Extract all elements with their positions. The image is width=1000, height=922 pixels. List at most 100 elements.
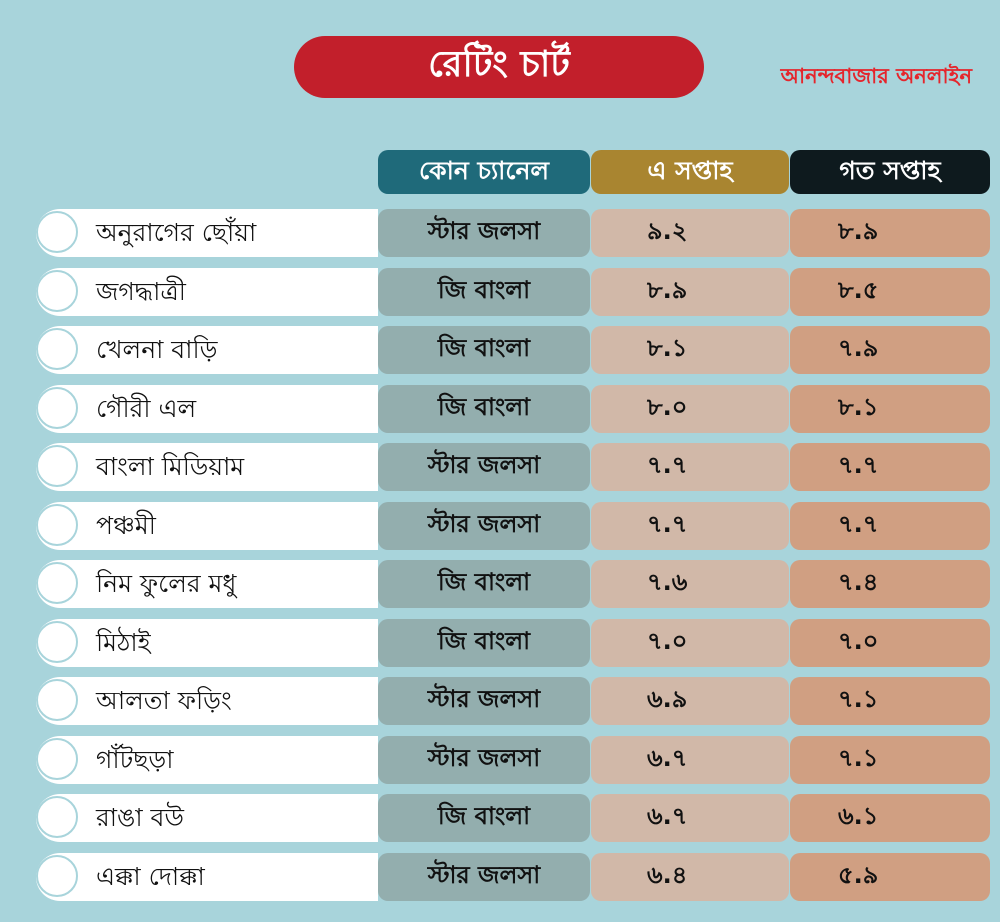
last-week-value: ৭.৪ xyxy=(838,568,879,596)
show-name: আলতা ফড়িং xyxy=(96,686,232,715)
channel-cell: জি বাংলা xyxy=(378,326,590,374)
table-row: রাঙা বউ জি বাংলা ৬.৭ ৬.১ xyxy=(0,794,1000,842)
brand-logo-text: আনন্দবাজার অনলাইন xyxy=(780,63,972,88)
this-week-cell: ৮.০ xyxy=(591,385,789,433)
table-row: এক্কা দোক্কা স্টার জলসা ৬.৪ ৫.৯ xyxy=(0,853,1000,901)
last-week-value: ৫.৯ xyxy=(838,861,879,889)
table-row: নিম ফুলের মধু জি বাংলা ৭.৬ ৭.৪ xyxy=(0,560,1000,608)
table-row: আলতা ফড়িং স্টার জলসা ৬.৯ ৭.১ xyxy=(0,677,1000,725)
rank-circle xyxy=(36,270,78,312)
show-name: নিম ফুলের মধু xyxy=(96,569,237,598)
last-week-cell: ৮.৫ xyxy=(790,268,990,316)
this-week-cell: ৭.৭ xyxy=(591,443,789,491)
channel-cell: জি বাংলা xyxy=(378,385,590,433)
last-week-cell: ৭.০ xyxy=(790,619,990,667)
rank-circle xyxy=(36,445,78,487)
last-week-value: ৭.১ xyxy=(838,744,879,772)
show-name: জগদ্ধাত্রী xyxy=(96,277,186,306)
rank-circle xyxy=(36,855,78,897)
last-week-cell: ৮.৯ xyxy=(790,209,990,257)
show-name-cell: অনুরাগের ছোঁয়া xyxy=(36,209,378,257)
column-header-last-week: গত সপ্তাহ xyxy=(790,150,990,194)
show-name-cell: বাংলা মিডিয়াম xyxy=(36,443,378,491)
this-week-cell: ৬.৭ xyxy=(591,736,789,784)
this-week-value: ৬.৭ xyxy=(647,744,688,772)
this-week-value: ৭.৬ xyxy=(647,568,688,596)
this-week-value: ৬.৭ xyxy=(647,802,688,830)
last-week-cell: ৫.৯ xyxy=(790,853,990,901)
this-week-cell: ৯.২ xyxy=(591,209,789,257)
rank-circle xyxy=(36,621,78,663)
rank-circle xyxy=(36,679,78,721)
this-week-value: ৭.৭ xyxy=(647,451,688,479)
show-name-cell: রাঙা বউ xyxy=(36,794,378,842)
show-name-cell: আলতা ফড়িং xyxy=(36,677,378,725)
show-name: বাংলা মিডিয়াম xyxy=(96,452,245,481)
rank-circle xyxy=(36,504,78,546)
last-week-value: ৮.৯ xyxy=(838,217,879,245)
rank-circle xyxy=(36,328,78,370)
channel-cell: স্টার জলসা xyxy=(378,853,590,901)
this-week-value: ৬.৪ xyxy=(647,861,688,889)
channel-cell: জি বাংলা xyxy=(378,794,590,842)
show-name-cell: এক্কা দোক্কা xyxy=(36,853,378,901)
show-name-cell: খেলনা বাড়ি xyxy=(36,326,378,374)
show-name-cell: জগদ্ধাত্রী xyxy=(36,268,378,316)
table-row: মিঠাই জি বাংলা ৭.০ ৭.০ xyxy=(0,619,1000,667)
this-week-cell: ৬.৭ xyxy=(591,794,789,842)
table-row: অনুরাগের ছোঁয়া স্টার জলসা ৯.২ ৮.৯ xyxy=(0,209,1000,257)
this-week-value: ৮.৯ xyxy=(647,276,688,304)
show-name-cell: গাঁটছড়া xyxy=(36,736,378,784)
column-header-this-week: এ সপ্তাহ xyxy=(591,150,789,194)
channel-cell: জি বাংলা xyxy=(378,560,590,608)
table-row: গৌরী এল জি বাংলা ৮.০ ৮.১ xyxy=(0,385,1000,433)
table-row: পঞ্চমী স্টার জলসা ৭.৭ ৭.৭ xyxy=(0,502,1000,550)
show-name-cell: পঞ্চমী xyxy=(36,502,378,550)
last-week-value: ৭.৭ xyxy=(838,451,879,479)
last-week-cell: ৮.১ xyxy=(790,385,990,433)
table-row: জগদ্ধাত্রী জি বাংলা ৮.৯ ৮.৫ xyxy=(0,268,1000,316)
this-week-cell: ৭.৬ xyxy=(591,560,789,608)
rank-circle xyxy=(36,796,78,838)
table-row: বাংলা মিডিয়াম স্টার জলসা ৭.৭ ৭.৭ xyxy=(0,443,1000,491)
this-week-cell: ৭.৭ xyxy=(591,502,789,550)
show-name: রাঙা বউ xyxy=(96,803,184,832)
channel-cell: জি বাংলা xyxy=(378,619,590,667)
last-week-value: ৭.১ xyxy=(838,685,879,713)
show-name: মিঠাই xyxy=(96,628,151,657)
last-week-value: ৭.৯ xyxy=(838,334,879,362)
last-week-value: ৮.১ xyxy=(838,393,879,421)
show-name: গাঁটছড়া xyxy=(96,745,174,774)
channel-cell: জি বাংলা xyxy=(378,268,590,316)
column-header-channel: কোন চ্যানেল xyxy=(378,150,590,194)
table-row: খেলনা বাড়ি জি বাংলা ৮.১ ৭.৯ xyxy=(0,326,1000,374)
this-week-value: ৮.০ xyxy=(647,393,688,421)
show-name: খেলনা বাড়ি xyxy=(96,335,218,364)
channel-cell: স্টার জলসা xyxy=(378,502,590,550)
last-week-cell: ৭.৭ xyxy=(790,502,990,550)
channel-cell: স্টার জলসা xyxy=(378,736,590,784)
last-week-value: ৬.১ xyxy=(838,802,879,830)
this-week-cell: ৮.১ xyxy=(591,326,789,374)
chart-title: রেটিং চার্ট xyxy=(294,36,704,98)
show-name: পঞ্চমী xyxy=(96,511,156,540)
rank-circle xyxy=(36,211,78,253)
show-name: অনুরাগের ছোঁয়া xyxy=(96,218,257,247)
last-week-cell: ৬.১ xyxy=(790,794,990,842)
last-week-value: ৭.৭ xyxy=(838,510,879,538)
channel-cell: স্টার জলসা xyxy=(378,677,590,725)
this-week-value: ৬.৯ xyxy=(647,685,688,713)
this-week-value: ৯.২ xyxy=(647,217,688,245)
last-week-value: ৭.০ xyxy=(838,627,879,655)
rank-circle xyxy=(36,387,78,429)
last-week-cell: ৭.৪ xyxy=(790,560,990,608)
this-week-value: ৭.০ xyxy=(647,627,688,655)
rank-circle xyxy=(36,562,78,604)
show-name-cell: গৌরী এল xyxy=(36,385,378,433)
last-week-value: ৮.৫ xyxy=(838,276,879,304)
show-name: গৌরী এল xyxy=(96,394,197,423)
this-week-cell: ৬.৪ xyxy=(591,853,789,901)
table-row: গাঁটছড়া স্টার জলসা ৬.৭ ৭.১ xyxy=(0,736,1000,784)
channel-cell: স্টার জলসা xyxy=(378,209,590,257)
this-week-value: ৭.৭ xyxy=(647,510,688,538)
